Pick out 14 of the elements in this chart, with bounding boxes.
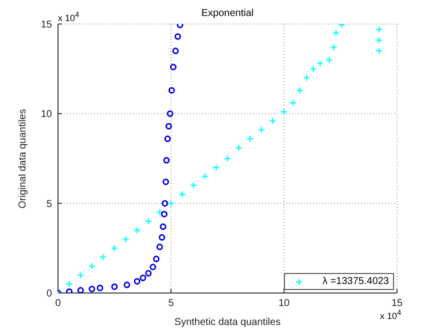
y-tick-label: 0 [46, 288, 52, 300]
legend-label: λ =13375.4023 [322, 276, 389, 287]
x-tick-label: 5 [168, 298, 174, 310]
x-tick-label: 10 [278, 298, 290, 310]
y-tick-label: 5 [46, 198, 52, 210]
x-tick-label: 0 [55, 298, 62, 310]
x-tick-label: 15 [391, 298, 403, 310]
text: x 10$^{4}$ [380, 308, 402, 321]
x-axis-title: Synthetic data quantiles [174, 317, 281, 328]
y-tick-label: 10 [40, 109, 52, 120]
chart-title: Exponential [201, 8, 254, 19]
y-axis-title: Original data quantiles [18, 108, 29, 208]
y-tick-label: 15 [40, 20, 52, 31]
text: x 10$^{4}$ [58, 10, 80, 23]
